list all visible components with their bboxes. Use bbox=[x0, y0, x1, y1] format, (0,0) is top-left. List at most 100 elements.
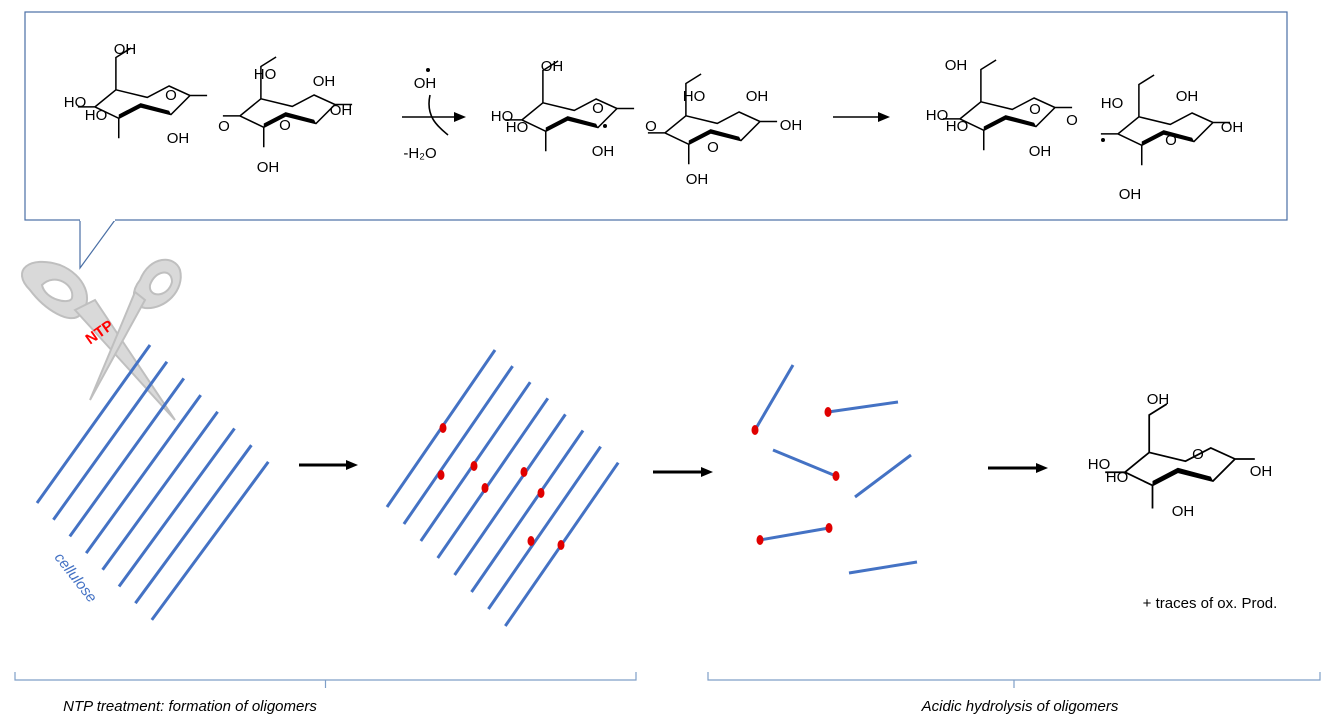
atom-label: O bbox=[279, 117, 291, 134]
oligomer bbox=[854, 453, 912, 499]
cellulose-chain bbox=[436, 397, 550, 559]
ring-bonds bbox=[1105, 403, 1255, 509]
ring-wedge bbox=[688, 129, 741, 145]
atom-label: HO bbox=[1101, 95, 1124, 112]
ring-wedge bbox=[983, 115, 1036, 131]
oligomer bbox=[772, 448, 837, 478]
cleavage-site bbox=[557, 540, 565, 550]
atom-label: HO bbox=[491, 108, 514, 125]
cleavage-site bbox=[832, 471, 840, 481]
atom-label: OH bbox=[1147, 391, 1170, 408]
atom-label: HO bbox=[64, 94, 87, 111]
atom-label: O bbox=[218, 118, 230, 135]
cellulose-chain bbox=[52, 360, 169, 521]
cellulose-chain bbox=[150, 461, 270, 621]
atom-label: OH bbox=[1119, 186, 1142, 203]
radical-dot bbox=[1101, 138, 1105, 142]
sugar-ring bbox=[1105, 403, 1255, 509]
cleavage-site bbox=[481, 483, 489, 493]
product-note: + traces of ox. Prod. bbox=[1143, 595, 1278, 612]
atom-label: O bbox=[645, 118, 657, 135]
atom-label: HO bbox=[85, 107, 108, 124]
reagent-curve bbox=[428, 94, 449, 136]
cleavage-site bbox=[437, 470, 445, 480]
cleavage-site bbox=[470, 461, 478, 471]
atom-label: OH bbox=[257, 159, 280, 176]
atom-label: OH bbox=[1176, 88, 1199, 105]
sugar-ring bbox=[1100, 74, 1231, 166]
ring-bonds bbox=[647, 73, 778, 165]
atom-label: O bbox=[1029, 101, 1041, 118]
sugar-ring bbox=[942, 59, 1073, 151]
oligomer bbox=[848, 560, 918, 575]
cleavage-site bbox=[751, 425, 759, 435]
arrow-head bbox=[454, 112, 466, 122]
atom-label: O bbox=[707, 139, 719, 156]
atom-label: OH bbox=[945, 57, 968, 74]
scissors bbox=[20, 258, 182, 421]
cellulose-chain bbox=[453, 413, 567, 576]
ring-wedge bbox=[263, 112, 316, 128]
ring-wedge bbox=[1152, 467, 1213, 486]
cleavage-site bbox=[520, 467, 528, 477]
sugar-ring bbox=[222, 56, 353, 148]
cellulose-chain bbox=[402, 365, 514, 525]
cleavage-site bbox=[537, 488, 545, 498]
cellulose-chain bbox=[134, 444, 253, 605]
sugar-ring bbox=[504, 60, 635, 152]
atom-label: OH bbox=[1221, 119, 1244, 136]
ring-bonds bbox=[1100, 74, 1231, 166]
ring-wedge bbox=[118, 103, 171, 119]
atom-label: HO bbox=[683, 88, 706, 105]
atom-label: OH bbox=[541, 58, 564, 75]
atom-label: OH bbox=[686, 171, 709, 188]
cleavage-site bbox=[824, 407, 832, 417]
atom-label: O bbox=[1066, 112, 1078, 129]
atom-label: O bbox=[165, 87, 177, 104]
cellulose-chain bbox=[101, 410, 219, 571]
ring-bonds bbox=[222, 56, 353, 148]
atom-label: OH bbox=[746, 88, 769, 105]
atom-label: OH bbox=[330, 102, 353, 119]
oligomer bbox=[759, 526, 830, 542]
ring-wedge bbox=[545, 116, 598, 132]
atom-label: HO bbox=[254, 66, 277, 83]
radical-dot bbox=[603, 124, 607, 128]
ring-bonds bbox=[77, 47, 208, 139]
stage-label: NTP treatment: formation of oligomers bbox=[63, 698, 317, 715]
reagent-loss: -H₂O bbox=[403, 145, 436, 162]
atom-label: OH bbox=[313, 73, 336, 90]
atom-label: O bbox=[1192, 446, 1204, 463]
cellulose-label: cellulose bbox=[51, 549, 100, 605]
scheme-box bbox=[24, 11, 1288, 221]
atom-label: HO bbox=[1088, 456, 1111, 473]
atom-label: OH bbox=[780, 117, 803, 134]
radical-dot bbox=[426, 68, 430, 72]
stage-label: Acidic hydrolysis of oligomers bbox=[921, 698, 1119, 715]
cellulose-chain bbox=[68, 377, 186, 538]
sugar-ring bbox=[647, 73, 778, 165]
cellulose-chain bbox=[487, 445, 602, 610]
arrow-head bbox=[878, 112, 890, 122]
callout-tail bbox=[79, 219, 116, 270]
cleavage-site bbox=[825, 523, 833, 533]
atom-label: O bbox=[1165, 132, 1177, 149]
cleavage-site bbox=[756, 535, 764, 545]
cleavage-site bbox=[439, 423, 447, 433]
atom-label: OH bbox=[592, 143, 615, 160]
stage-bracket bbox=[14, 672, 637, 688]
arrow-head bbox=[701, 467, 713, 477]
arrow-head bbox=[1036, 463, 1048, 473]
atom-label: OH bbox=[1172, 503, 1195, 520]
atom-label: OH bbox=[167, 130, 190, 147]
atom-label: O bbox=[592, 100, 604, 117]
stage-bracket bbox=[707, 672, 1321, 688]
arrow-head bbox=[346, 460, 358, 470]
cellulose-chain bbox=[470, 429, 585, 593]
cleavage-site bbox=[527, 536, 535, 546]
oligomer bbox=[827, 400, 899, 414]
atom-label: OH bbox=[1250, 463, 1273, 480]
oligomer bbox=[753, 364, 795, 431]
ring-wedge bbox=[1141, 130, 1194, 146]
